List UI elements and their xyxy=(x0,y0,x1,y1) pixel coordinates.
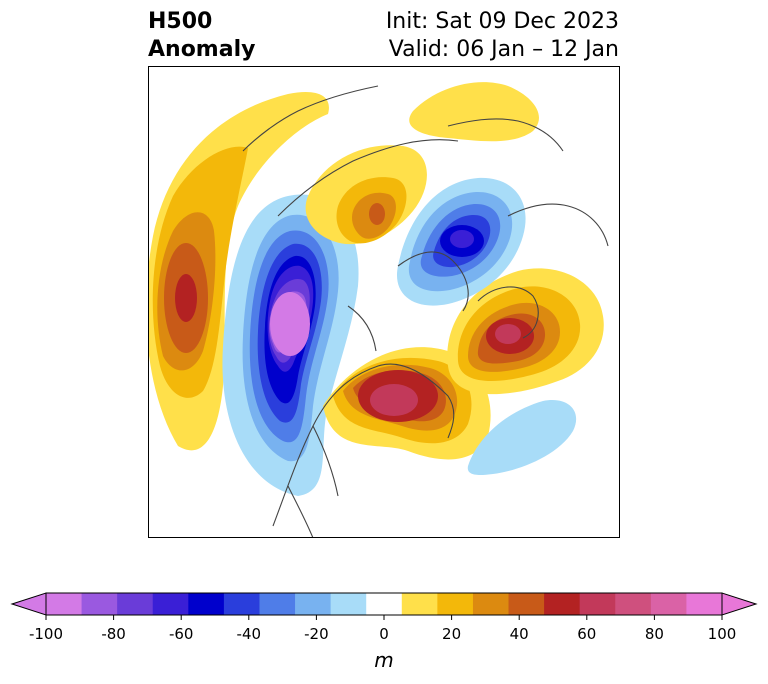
colorbar-cell xyxy=(579,593,616,615)
colorbar-cell xyxy=(366,593,403,615)
colorbar-cell xyxy=(508,593,545,615)
siberia-ridge xyxy=(305,82,539,245)
polar-trough xyxy=(396,177,526,306)
colorbar-cell xyxy=(472,593,510,615)
date-info: Init: Sat 09 Dec 2023 Valid: 06 Jan – 12… xyxy=(386,8,619,64)
colorbar-tick-label: -100 xyxy=(29,625,63,643)
colorbar-cell xyxy=(686,593,723,615)
colorbar-cell xyxy=(650,593,687,615)
colorbar-cell xyxy=(259,593,296,615)
colorbar-tick-label: 100 xyxy=(708,625,737,643)
colorbar-cell xyxy=(544,593,581,615)
colorbar-extend-high xyxy=(721,592,758,616)
colorbar-tick-label: -80 xyxy=(101,625,126,643)
colorbar-cell xyxy=(223,593,260,615)
colorbar-tick-label: -40 xyxy=(237,625,262,643)
colorbar-tick-label: 20 xyxy=(442,625,461,643)
colorbar-cell xyxy=(330,593,367,615)
colorbar-cell xyxy=(437,593,474,615)
colorbar-cell xyxy=(615,593,652,615)
init-date: Init: Sat 09 Dec 2023 xyxy=(385,9,619,34)
colorbar-tick-label: -60 xyxy=(169,625,194,643)
valid-range: Valid: 06 Jan – 12 Jan xyxy=(388,37,619,62)
pacific-ridge xyxy=(148,92,329,451)
colorbar-cell xyxy=(117,593,154,615)
colorbar-cell xyxy=(295,593,332,615)
colorbar-cell xyxy=(401,593,438,615)
colorbar-tick-label: -20 xyxy=(304,625,329,643)
colorbar-tick-label: 80 xyxy=(645,625,664,643)
colorbar-cell xyxy=(46,593,83,615)
chart-title: H500 Anomaly xyxy=(148,8,255,64)
anomaly-map xyxy=(148,66,620,538)
atlantic-trough xyxy=(467,400,577,476)
greenland-ridge xyxy=(447,268,604,395)
colorbar-tick-label: 40 xyxy=(510,625,529,643)
colorbar-unit: m xyxy=(374,648,393,672)
central-canada-ridge xyxy=(323,347,491,460)
variable-label: H500 xyxy=(148,9,213,34)
colorbar-tick-label: 60 xyxy=(577,625,596,643)
colorbar-cell xyxy=(152,593,189,615)
colorbar: -100 -80 -60 -40 -20 0 20 40 60 80 100 m xyxy=(0,580,768,680)
colorbar-tick-label: 0 xyxy=(379,625,389,643)
subtitle-label: Anomaly xyxy=(148,37,256,62)
colorbar-cell xyxy=(188,593,225,615)
coastlines xyxy=(242,85,609,538)
gulf-of-alaska-trough xyxy=(222,194,359,496)
colorbar-cell xyxy=(81,593,118,615)
colorbar-extend-low xyxy=(10,592,47,616)
